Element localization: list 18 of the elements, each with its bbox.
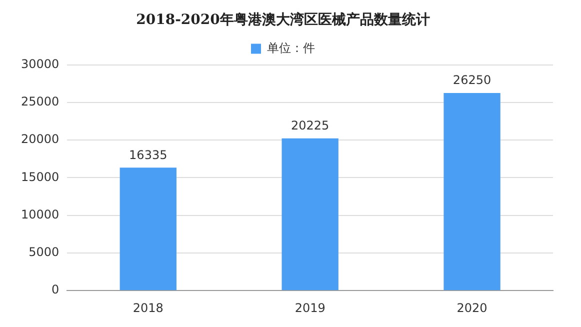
x-tick-label: 2018: [132, 300, 164, 315]
y-tick-label: 15000: [20, 170, 60, 184]
bar: [444, 93, 500, 290]
y-tick-label: 25000: [20, 94, 60, 109]
x-tick-label: 2020: [456, 300, 488, 315]
bar: [282, 138, 338, 290]
data-label: 20225: [290, 118, 330, 132]
data-label: 16335: [129, 148, 168, 162]
legend-label: 单位：件: [267, 40, 315, 55]
chart-title: 2018-2020年粤港澳大湾区医械产品数量统计: [136, 11, 430, 28]
y-tick-label: 20000: [20, 132, 60, 146]
y-tick-label: 5000: [28, 245, 60, 260]
bar: [120, 168, 176, 290]
data-label: 26250: [452, 73, 492, 88]
y-tick-label: 10000: [20, 207, 60, 222]
y-tick-label: 0: [52, 282, 60, 297]
x-tick-label: 2019: [294, 300, 326, 315]
y-tick-label: 30000: [20, 56, 60, 71]
